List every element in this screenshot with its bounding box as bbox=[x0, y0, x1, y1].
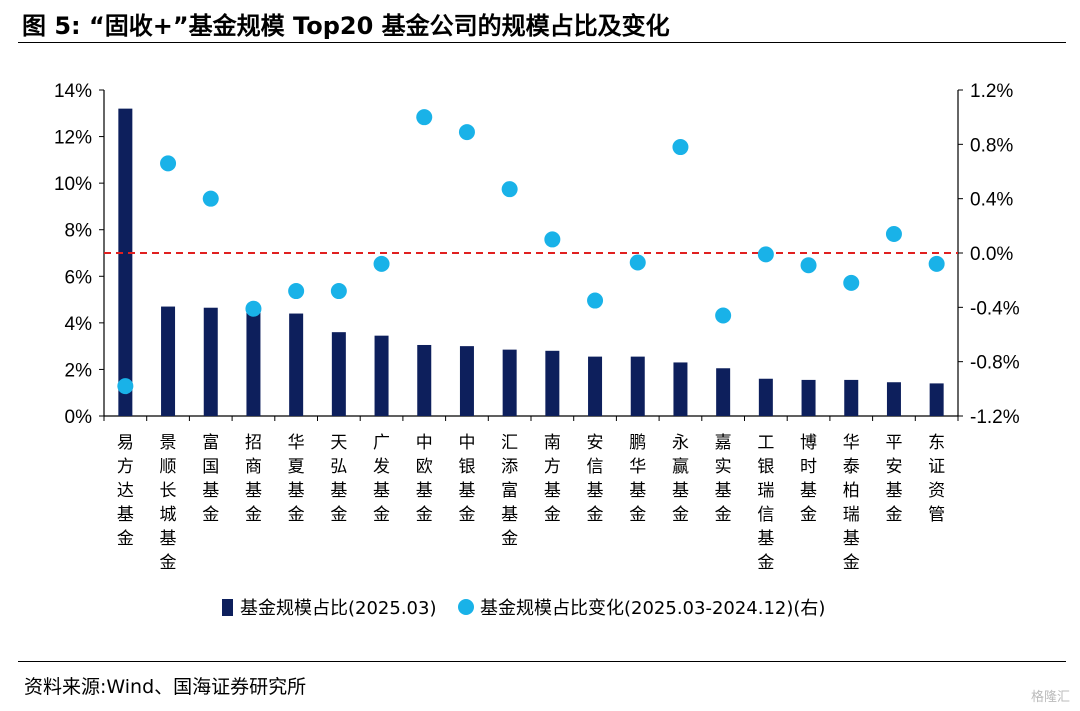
left-tick-label: 4% bbox=[65, 314, 93, 335]
category-label-博时基金: 博时基金 bbox=[800, 433, 817, 525]
point-永赢基金 bbox=[672, 139, 689, 156]
right-tick-label: -0.4% bbox=[970, 298, 1020, 319]
bar-汇添富基金 bbox=[502, 349, 517, 416]
bar-东证资管 bbox=[929, 383, 944, 416]
point-平安基金 bbox=[885, 225, 902, 242]
left-tick-label: 10% bbox=[54, 174, 92, 195]
legend-bar-swatch bbox=[222, 599, 233, 616]
point-华泰柏瑞基金 bbox=[843, 274, 860, 291]
bar-平安基金 bbox=[886, 382, 901, 416]
scatter-points bbox=[117, 109, 945, 395]
left-tick-label: 6% bbox=[65, 267, 93, 288]
bar-招商基金 bbox=[246, 311, 261, 416]
point-嘉实基金 bbox=[715, 307, 732, 324]
bar-华泰柏瑞基金 bbox=[844, 379, 859, 416]
right-tick-label: 1.2% bbox=[970, 81, 1013, 102]
point-华夏基金 bbox=[288, 283, 305, 300]
point-安信基金 bbox=[587, 292, 604, 309]
bar-永赢基金 bbox=[673, 362, 688, 416]
bar-鹏华基金 bbox=[630, 356, 645, 416]
bar-华夏基金 bbox=[289, 313, 304, 416]
category-label-富国基金: 富国基金 bbox=[202, 433, 219, 525]
point-博时基金 bbox=[800, 257, 817, 274]
category-label-东证资管: 东证资管 bbox=[928, 433, 945, 525]
category-label-易方达基金: 易方达基金 bbox=[117, 433, 134, 549]
point-工银瑞信基金 bbox=[757, 246, 774, 263]
source-note: 资料来源:Wind、国海证券研究所 bbox=[24, 676, 307, 698]
point-东证资管 bbox=[928, 255, 945, 272]
point-易方达基金 bbox=[117, 378, 134, 395]
point-中欧基金 bbox=[416, 109, 433, 126]
point-汇添富基金 bbox=[501, 181, 518, 198]
category-label-广发基金: 广发基金 bbox=[373, 433, 390, 525]
bar-天弘基金 bbox=[331, 332, 346, 416]
left-tick-label: 0% bbox=[65, 407, 93, 428]
legend: 基金规模占比(2025.03) 基金规模占比变化(2025.03-2024.12)… bbox=[222, 598, 825, 619]
bar-中欧基金 bbox=[417, 344, 432, 416]
category-labels: 易方达基金 景顺长城基金 富国基金 招商基金 华夏基金 天弘基金 广发基金 中欧基金 中银基金 汇… bbox=[117, 433, 945, 573]
right-tick-label: 0.8% bbox=[970, 135, 1013, 156]
right-tick-label: 0.4% bbox=[970, 190, 1013, 211]
bar-景顺长城基金 bbox=[161, 306, 176, 416]
category-label-天弘基金: 天弘基金 bbox=[330, 433, 347, 525]
category-label-鹏华基金: 鹏华基金 bbox=[629, 433, 646, 525]
right-tick-label: 0.0% bbox=[970, 244, 1013, 265]
bar-富国基金 bbox=[203, 307, 218, 416]
left-tick-label: 14% bbox=[54, 81, 92, 102]
point-鹏华基金 bbox=[629, 254, 646, 271]
bar-嘉实基金 bbox=[716, 368, 731, 416]
category-label-永赢基金: 永赢基金 bbox=[672, 433, 689, 525]
point-富国基金 bbox=[202, 190, 219, 207]
left-tick-label: 12% bbox=[54, 128, 92, 149]
bar-易方达基金 bbox=[118, 108, 133, 416]
title-rule bbox=[18, 42, 1066, 43]
category-label-安信基金: 安信基金 bbox=[587, 433, 604, 525]
category-label-南方基金: 南方基金 bbox=[544, 433, 561, 525]
bar-安信基金 bbox=[588, 356, 603, 416]
point-中银基金 bbox=[458, 124, 475, 141]
category-label-中欧基金: 中欧基金 bbox=[416, 433, 433, 525]
category-label-中银基金: 中银基金 bbox=[458, 433, 475, 525]
bar-南方基金 bbox=[545, 350, 560, 416]
legend-bar-label: 基金规模占比(2025.03) bbox=[240, 598, 436, 619]
watermark: 格隆汇 bbox=[1030, 690, 1070, 705]
category-label-景顺长城基金: 景顺长城基金 bbox=[160, 433, 177, 573]
left-tick-label: 2% bbox=[65, 360, 93, 381]
point-南方基金 bbox=[544, 231, 561, 248]
category-label-汇添富基金: 汇添富基金 bbox=[501, 433, 518, 549]
category-label-招商基金: 招商基金 bbox=[245, 433, 262, 525]
source-rule bbox=[18, 661, 1066, 662]
left-tick-label: 8% bbox=[65, 221, 93, 242]
bar-广发基金 bbox=[374, 335, 389, 416]
legend-dot-swatch bbox=[458, 599, 474, 615]
right-tick-label: -1.2% bbox=[970, 407, 1020, 428]
axes: 0% 2% 4% 6% 8% 10% 12% 14% -1.2% -0.8% -0.4% 0.0% 0.… bbox=[54, 81, 1020, 428]
category-label-平安基金: 平安基金 bbox=[885, 433, 902, 525]
figure-title: 图 5: “固收+”基金规模 Top20 基金公司的规模占比及变化 bbox=[22, 12, 670, 40]
bar-中银基金 bbox=[459, 346, 474, 416]
point-招商基金 bbox=[245, 300, 262, 317]
bars bbox=[118, 108, 944, 416]
legend-dot-label: 基金规模占比变化(2025.03-2024.12)(右) bbox=[480, 598, 825, 619]
bar-工银瑞信基金 bbox=[758, 378, 773, 416]
point-广发基金 bbox=[373, 255, 390, 272]
point-景顺长城基金 bbox=[160, 155, 177, 172]
category-label-嘉实基金: 嘉实基金 bbox=[715, 433, 732, 525]
point-天弘基金 bbox=[330, 283, 347, 300]
category-label-华泰柏瑞基金: 华泰柏瑞基金 bbox=[843, 433, 860, 573]
category-label-华夏基金: 华夏基金 bbox=[288, 433, 305, 525]
right-tick-label: -0.8% bbox=[970, 353, 1020, 374]
category-label-工银瑞信基金: 工银瑞信基金 bbox=[757, 433, 774, 573]
bar-博时基金 bbox=[801, 379, 816, 416]
